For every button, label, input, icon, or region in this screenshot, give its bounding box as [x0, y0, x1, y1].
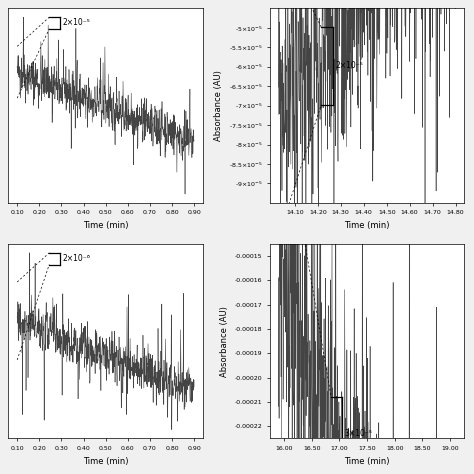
Text: 2×10⁻⁵: 2×10⁻⁵	[63, 18, 91, 27]
Y-axis label: Absorbance (AU): Absorbance (AU)	[220, 306, 229, 377]
Text: 3×10⁻⁵: 3×10⁻⁵	[345, 429, 373, 438]
Text: 2×10⁻⁵: 2×10⁻⁵	[335, 61, 363, 70]
X-axis label: Time (min): Time (min)	[83, 456, 128, 465]
X-axis label: Time (min): Time (min)	[345, 456, 390, 465]
Text: 2×10⁻⁶: 2×10⁻⁶	[63, 254, 91, 263]
Y-axis label: Absorbance (AU): Absorbance (AU)	[214, 70, 223, 141]
X-axis label: Time (min): Time (min)	[83, 221, 128, 230]
X-axis label: Time (min): Time (min)	[345, 221, 390, 230]
